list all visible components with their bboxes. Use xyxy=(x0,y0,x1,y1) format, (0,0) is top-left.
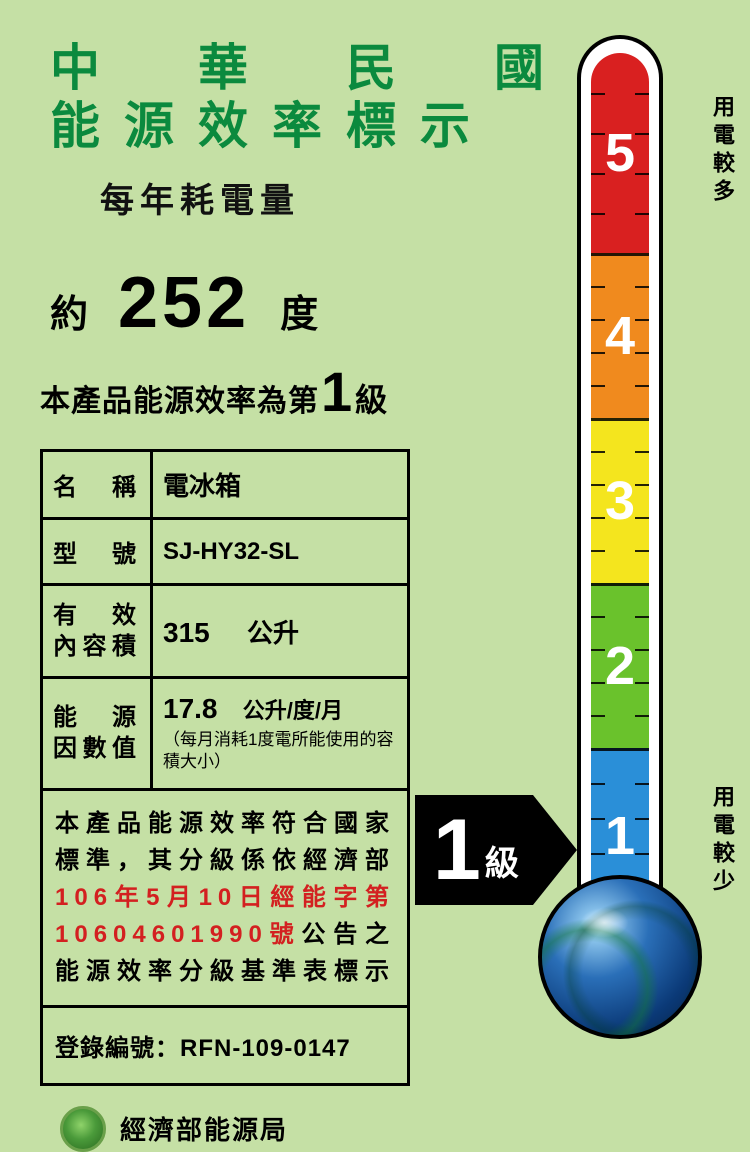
thermometer-bulb-globe-icon xyxy=(538,875,702,1039)
grade-number: 1 xyxy=(321,359,353,424)
registration-number: 登錄編號：RFN-109-0147 xyxy=(42,1006,409,1084)
thermo-segment-2: 2 xyxy=(591,583,649,748)
pointer-number: 1 xyxy=(433,795,481,905)
row-model-value: SJ-HY32-SL xyxy=(152,519,409,585)
pointer-suffix: 級 xyxy=(485,816,519,885)
row-name-value: 電冰箱 xyxy=(152,451,409,519)
kwh-unit: 度 xyxy=(280,283,318,338)
row-capacity-label: 有 效 內容積 xyxy=(42,585,152,678)
kwh-value: 252 xyxy=(118,262,250,344)
row-model-label: 型 號 xyxy=(42,519,152,585)
agency-name: 經濟部能源局 xyxy=(120,1110,288,1147)
compliance-note: 本產品能源效率符合國家標準，其分級係依經濟部106年5月10日經能字第10604… xyxy=(42,789,409,1006)
thermo-segment-3: 3 xyxy=(591,418,649,583)
thermo-segment-5: 5 xyxy=(591,53,649,253)
side-label-less: 用電較少 xyxy=(706,785,738,897)
grade-prefix: 本產品能源效率為第 xyxy=(40,376,319,420)
approx-label: 約 xyxy=(50,283,88,338)
thermometer: 54321 xyxy=(555,35,685,995)
row-ef-value: 17.8 公升/度/月 （每月消耗1度電所能使用的容積大小） xyxy=(152,678,409,789)
row-ef-label: 能 源 因數值 xyxy=(42,678,152,789)
info-table: 名 稱 電冰箱 型 號 SJ-HY32-SL 有 效 內容積 315 公升 能 … xyxy=(40,449,410,1086)
thermo-segment-4: 4 xyxy=(591,253,649,418)
agency-seal-icon xyxy=(60,1106,106,1152)
agency: 經濟部能源局 xyxy=(60,1106,750,1152)
row-capacity-value: 315 公升 xyxy=(152,585,409,678)
row-name-label: 名 稱 xyxy=(42,451,152,519)
side-label-more: 用電較多 xyxy=(706,95,738,207)
thermometer-tube: 54321 xyxy=(577,35,663,905)
grade-suffix: 級 xyxy=(355,375,388,421)
